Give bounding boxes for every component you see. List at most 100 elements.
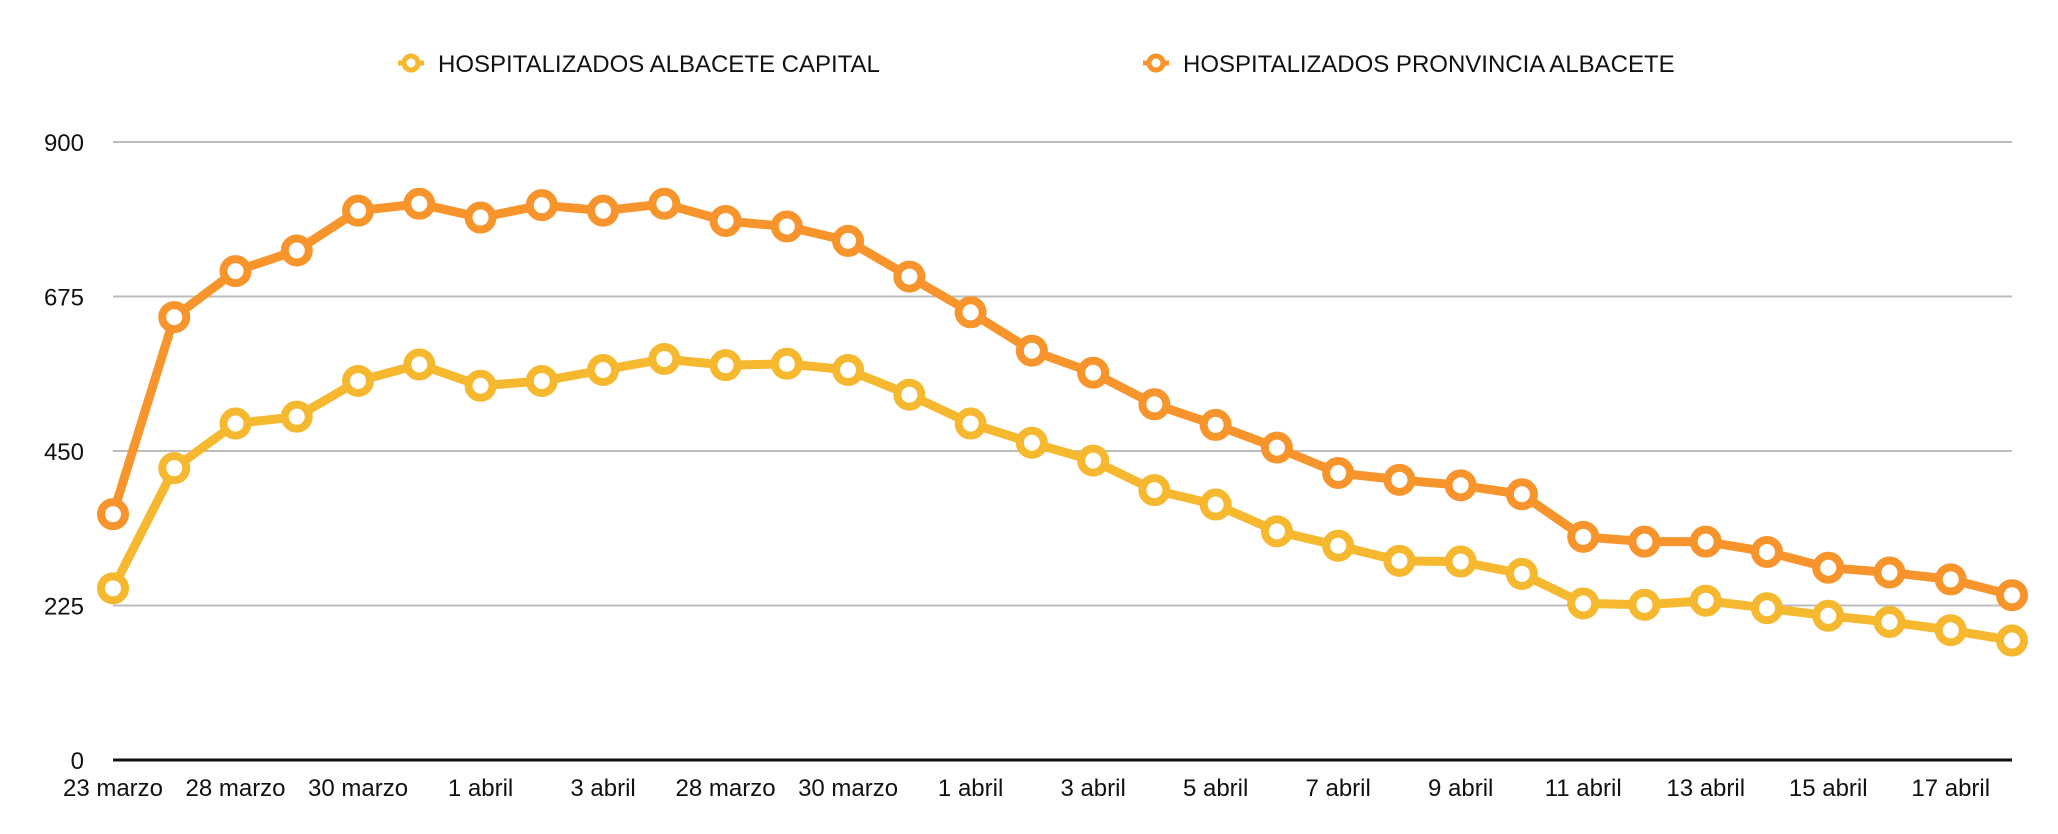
data-point bbox=[403, 348, 436, 381]
data-point bbox=[1383, 544, 1416, 577]
data-point bbox=[1444, 469, 1477, 502]
legend: HOSPITALIZADOS ALBACETE CAPITAL HOSPITALI… bbox=[398, 51, 1675, 78]
data-point bbox=[280, 400, 313, 433]
data-point bbox=[1812, 599, 1845, 632]
legend-marker-icon bbox=[1146, 53, 1166, 73]
data-point bbox=[1628, 588, 1661, 621]
data-point bbox=[525, 189, 558, 222]
y-axis-tick-labels: 0 225 450 675 900 bbox=[44, 130, 84, 775]
data-point bbox=[893, 378, 926, 411]
x-tick-label: 28 marzo bbox=[676, 775, 776, 802]
data-point bbox=[403, 187, 436, 220]
data-point bbox=[525, 364, 558, 397]
data-point bbox=[1873, 605, 1906, 638]
data-point bbox=[1138, 474, 1171, 507]
data-point bbox=[1322, 529, 1355, 562]
data-point bbox=[1689, 584, 1722, 617]
data-point bbox=[1015, 426, 1048, 459]
data-point bbox=[954, 407, 987, 440]
x-tick-label: 1 abril bbox=[938, 775, 1003, 802]
data-point bbox=[158, 452, 191, 485]
data-point bbox=[280, 234, 313, 267]
x-tick-label: 30 marzo bbox=[798, 775, 898, 802]
data-point bbox=[1934, 614, 1967, 647]
data-point bbox=[1750, 592, 1783, 625]
x-tick-label: 13 abril bbox=[1666, 775, 1745, 802]
data-point bbox=[1015, 334, 1048, 367]
x-tick-label: 30 marzo bbox=[308, 775, 408, 802]
data-point bbox=[1873, 556, 1906, 589]
data-point bbox=[1505, 557, 1538, 590]
data-point bbox=[709, 349, 742, 382]
data-point bbox=[770, 347, 803, 380]
data-point bbox=[709, 204, 742, 237]
legend-marker-icon bbox=[401, 53, 421, 73]
data-point bbox=[1996, 624, 2028, 657]
x-tick-label: 15 abril bbox=[1789, 775, 1868, 802]
data-point bbox=[1199, 488, 1232, 521]
y-tick-label: 225 bbox=[44, 594, 84, 621]
data-point bbox=[954, 296, 987, 329]
data-point bbox=[464, 201, 497, 234]
legend-item-2: HOSPITALIZADOS PRONVINCIA ALBACETE bbox=[1143, 51, 1675, 78]
data-point bbox=[770, 210, 803, 243]
data-point bbox=[1444, 545, 1477, 578]
data-point bbox=[1567, 520, 1600, 553]
data-point bbox=[1260, 431, 1293, 464]
data-point bbox=[648, 342, 681, 375]
data-point bbox=[97, 498, 129, 531]
data-point bbox=[158, 301, 191, 334]
legend-label: HOSPITALIZADOS PRONVINCIA ALBACETE bbox=[1183, 51, 1675, 78]
data-point bbox=[342, 194, 375, 227]
data-point bbox=[1077, 356, 1110, 389]
y-tick-label: 450 bbox=[44, 439, 84, 466]
x-tick-label: 1 abril bbox=[448, 775, 513, 802]
data-point bbox=[464, 369, 497, 402]
x-tick-label: 3 abril bbox=[1060, 775, 1125, 802]
data-point bbox=[1077, 444, 1110, 477]
x-tick-label: 3 abril bbox=[570, 775, 635, 802]
x-tick-label: 11 abril bbox=[1545, 775, 1622, 802]
y-tick-label: 675 bbox=[44, 285, 84, 312]
x-tick-label: 23 marzo bbox=[63, 775, 163, 802]
data-point bbox=[587, 194, 620, 227]
data-point bbox=[1322, 456, 1355, 489]
data-point bbox=[1567, 587, 1600, 620]
data-point bbox=[1750, 535, 1783, 568]
x-tick-label: 9 abril bbox=[1428, 775, 1493, 802]
data-point bbox=[219, 407, 252, 440]
data-point bbox=[1199, 408, 1232, 441]
data-point bbox=[832, 224, 865, 257]
x-tick-label: 5 abril bbox=[1183, 775, 1248, 802]
data-point bbox=[1138, 388, 1171, 421]
x-tick-label: 17 abril bbox=[1911, 775, 1990, 802]
legend-label: HOSPITALIZADOS ALBACETE CAPITAL bbox=[438, 51, 880, 78]
x-axis-tick-labels: 23 marzo 28 marzo 30 marzo 1 abril 3 abril 28… bbox=[63, 775, 1990, 802]
series-lines bbox=[97, 187, 2028, 657]
series-1 bbox=[97, 342, 2028, 657]
series-line bbox=[108, 199, 2017, 600]
data-point bbox=[1996, 579, 2028, 612]
series-2 bbox=[97, 187, 2028, 612]
data-point bbox=[1260, 515, 1293, 548]
data-point bbox=[587, 353, 620, 386]
data-point bbox=[648, 187, 681, 220]
series-line bbox=[108, 354, 2017, 645]
data-point bbox=[893, 260, 926, 293]
data-point bbox=[1812, 551, 1845, 584]
y-tick-label: 900 bbox=[44, 130, 84, 157]
x-tick-label: 28 marzo bbox=[185, 775, 285, 802]
data-point bbox=[832, 353, 865, 386]
data-point bbox=[1505, 478, 1538, 511]
x-tick-label: 7 abril bbox=[1305, 775, 1370, 802]
data-point bbox=[97, 572, 129, 605]
y-tick-label: 0 bbox=[71, 748, 84, 775]
legend-item-1: HOSPITALIZADOS ALBACETE CAPITAL bbox=[398, 51, 880, 78]
data-point bbox=[1934, 563, 1967, 596]
data-point bbox=[1628, 525, 1661, 558]
data-point bbox=[1689, 525, 1722, 558]
data-point bbox=[219, 255, 252, 288]
data-point bbox=[1383, 463, 1416, 496]
